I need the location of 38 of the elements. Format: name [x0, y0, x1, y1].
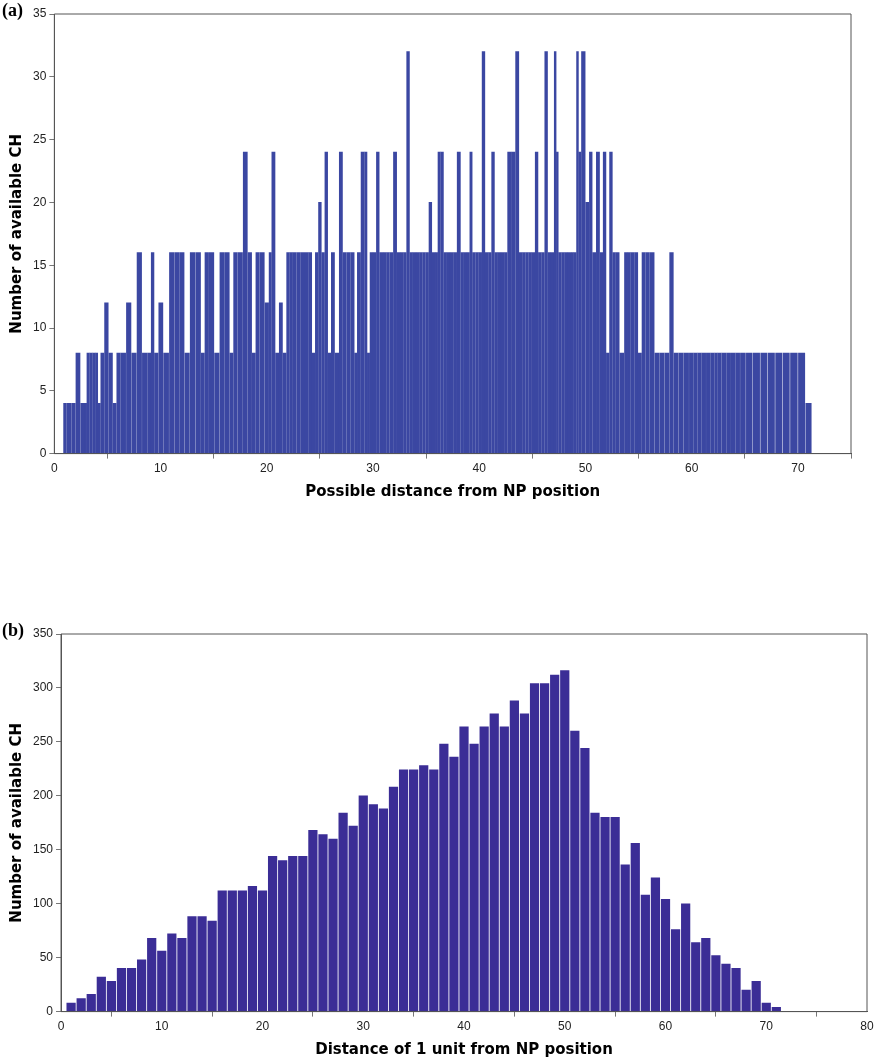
y-tick-label: 35 [32, 6, 47, 21]
y-tick-label: 25 [32, 131, 47, 146]
y-axis-title: Number of available CH [6, 133, 25, 334]
y-tick-label: 0 [46, 1003, 54, 1018]
y-tick-label: 300 [32, 680, 54, 695]
x-tick-label: 10 [155, 1019, 169, 1034]
y-tick-label: 250 [32, 734, 54, 749]
y-tick-label: 50 [39, 949, 54, 964]
x-tick-label: 0 [57, 1019, 65, 1034]
x-tick-label: 20 [255, 1019, 270, 1034]
chart-title: (b) [2, 620, 24, 641]
x-tick-label: 40 [472, 461, 487, 476]
x-tick-label: 50 [558, 1019, 572, 1034]
y-tick-label: 10 [32, 320, 47, 335]
x-tick-label: 30 [366, 461, 380, 476]
y-tick-label: 15 [32, 257, 47, 272]
x-tick-label: 70 [759, 1019, 774, 1034]
x-tick-label: 60 [684, 461, 699, 476]
y-tick-label: 30 [32, 69, 47, 84]
x-tick-label: 40 [457, 1019, 471, 1034]
x-tick-label: 50 [578, 461, 593, 476]
x-tick-label: 10 [153, 461, 168, 476]
x-axis-title: Possible distance from NP position [305, 481, 601, 500]
chart-title: (a) [2, 0, 23, 21]
x-tick-label: 60 [658, 1019, 673, 1034]
y-axis-title: Number of available CH [6, 722, 25, 923]
y-tick-label: 150 [32, 842, 54, 857]
x-tick-label: 70 [791, 461, 805, 476]
y-tick-label: 0 [39, 445, 47, 460]
x-tick-label: 30 [356, 1019, 371, 1034]
y-tick-label: 200 [32, 788, 54, 803]
y-tick-label: 100 [32, 896, 54, 911]
x-tick-label: 20 [260, 461, 274, 476]
x-axis-title: Distance of 1 unit from NP position [315, 1039, 613, 1058]
x-tick-label: 80 [860, 1019, 874, 1034]
y-tick-label: 20 [32, 194, 47, 209]
y-tick-label: 5 [39, 383, 47, 398]
y-tick-label: 350 [32, 626, 54, 641]
